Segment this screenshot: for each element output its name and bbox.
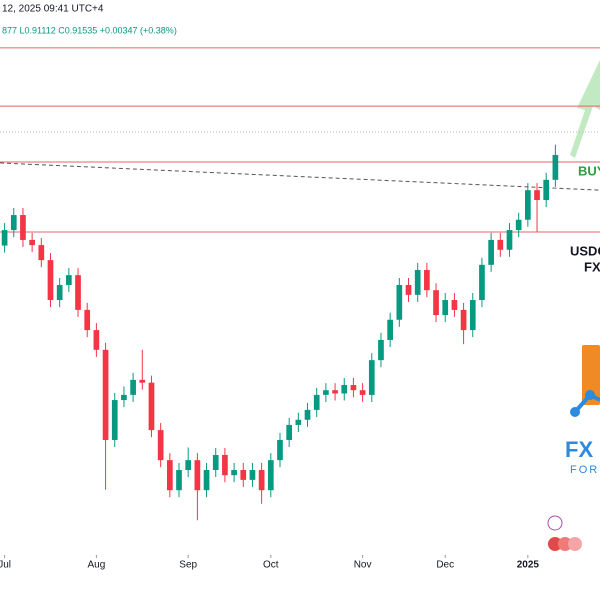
candle-body [433, 290, 439, 316]
candle-body [387, 319, 393, 340]
x-tick-label: Jul [0, 560, 11, 571]
candle-body [166, 460, 173, 491]
x-tick-label: Sep [179, 560, 197, 571]
pair-label: USDC [570, 243, 600, 258]
candle-body [249, 470, 256, 480]
candle-body [47, 260, 54, 301]
candle-body [84, 309, 91, 331]
candle-body [368, 360, 375, 395]
candle-body [543, 179, 550, 201]
candle-body [185, 460, 192, 471]
x-tick-label: Dec [436, 560, 454, 571]
candle-body [396, 285, 403, 320]
broker-label: FX [584, 259, 600, 274]
candle-body [451, 300, 458, 310]
candle-body [378, 339, 384, 361]
candle-body [194, 460, 201, 491]
buy-arrow [570, 60, 600, 158]
logo-dot [585, 390, 595, 400]
candle-body [295, 419, 302, 425]
candle-body [424, 269, 430, 291]
candle-body [29, 239, 35, 246]
candle-body [212, 454, 219, 471]
candle-body [313, 394, 320, 410]
flag-icon [558, 537, 572, 551]
candle-body [277, 439, 283, 461]
candle-body [111, 400, 118, 440]
candle-body [222, 454, 228, 476]
candle-body [121, 394, 127, 401]
candle-body [525, 190, 531, 220]
candle-body [66, 275, 72, 286]
candle-body [38, 245, 45, 261]
candle-body [442, 300, 449, 316]
buy-label: BUY [578, 163, 600, 178]
ohlc-readout: 877 L0.91112 C0.91535 +0.00347 (+0.38%) [2, 25, 177, 35]
candle-body [332, 390, 338, 394]
candle-body [102, 349, 109, 440]
candle-body [231, 470, 237, 476]
candle-body [157, 430, 164, 461]
candle-body [240, 470, 247, 480]
logo [570, 345, 600, 417]
candle-body [341, 385, 348, 394]
x-tick-label: Aug [87, 560, 105, 571]
x-tick-label: 2025 [517, 560, 540, 571]
candle-body [139, 379, 146, 383]
logo-text: FX [565, 437, 593, 462]
trendline [0, 162, 600, 191]
candle-body [203, 470, 210, 491]
candle-body [267, 460, 274, 491]
flag-icon [568, 537, 582, 551]
candle-body [469, 300, 476, 331]
candle-body [515, 219, 522, 231]
candle-body [497, 239, 504, 250]
candle-body [130, 379, 136, 395]
candle-body [414, 269, 421, 295]
candle-body [304, 409, 311, 420]
candle-body [460, 309, 467, 331]
candle-body [286, 424, 293, 440]
header-time: 12, 2025 09:41 UTC+4 [2, 4, 104, 15]
x-tick-label: Oct [263, 560, 279, 571]
candle-body [20, 215, 26, 240]
candle-body [506, 230, 513, 250]
candle-body [552, 154, 559, 180]
candle-body [488, 239, 494, 265]
candle-body [405, 285, 412, 295]
x-tick-label: Nov [354, 560, 372, 571]
candle-body [534, 190, 540, 201]
candle-body [176, 470, 182, 491]
logo-subtext: FORE [570, 464, 600, 476]
candle-body [359, 390, 366, 395]
candle-body [148, 382, 155, 431]
logo-dot [570, 407, 580, 417]
candle-body [258, 470, 265, 491]
event-icon [547, 515, 563, 531]
logo-bar [582, 345, 600, 405]
candle-body [75, 275, 81, 310]
candle-body [93, 330, 100, 350]
candle-body [350, 385, 357, 391]
candle-body [479, 264, 485, 301]
candle-body [10, 215, 17, 231]
flag-icon [548, 537, 562, 551]
candle-body [323, 390, 329, 395]
candle-body [1, 230, 8, 246]
candle-body [56, 285, 63, 301]
